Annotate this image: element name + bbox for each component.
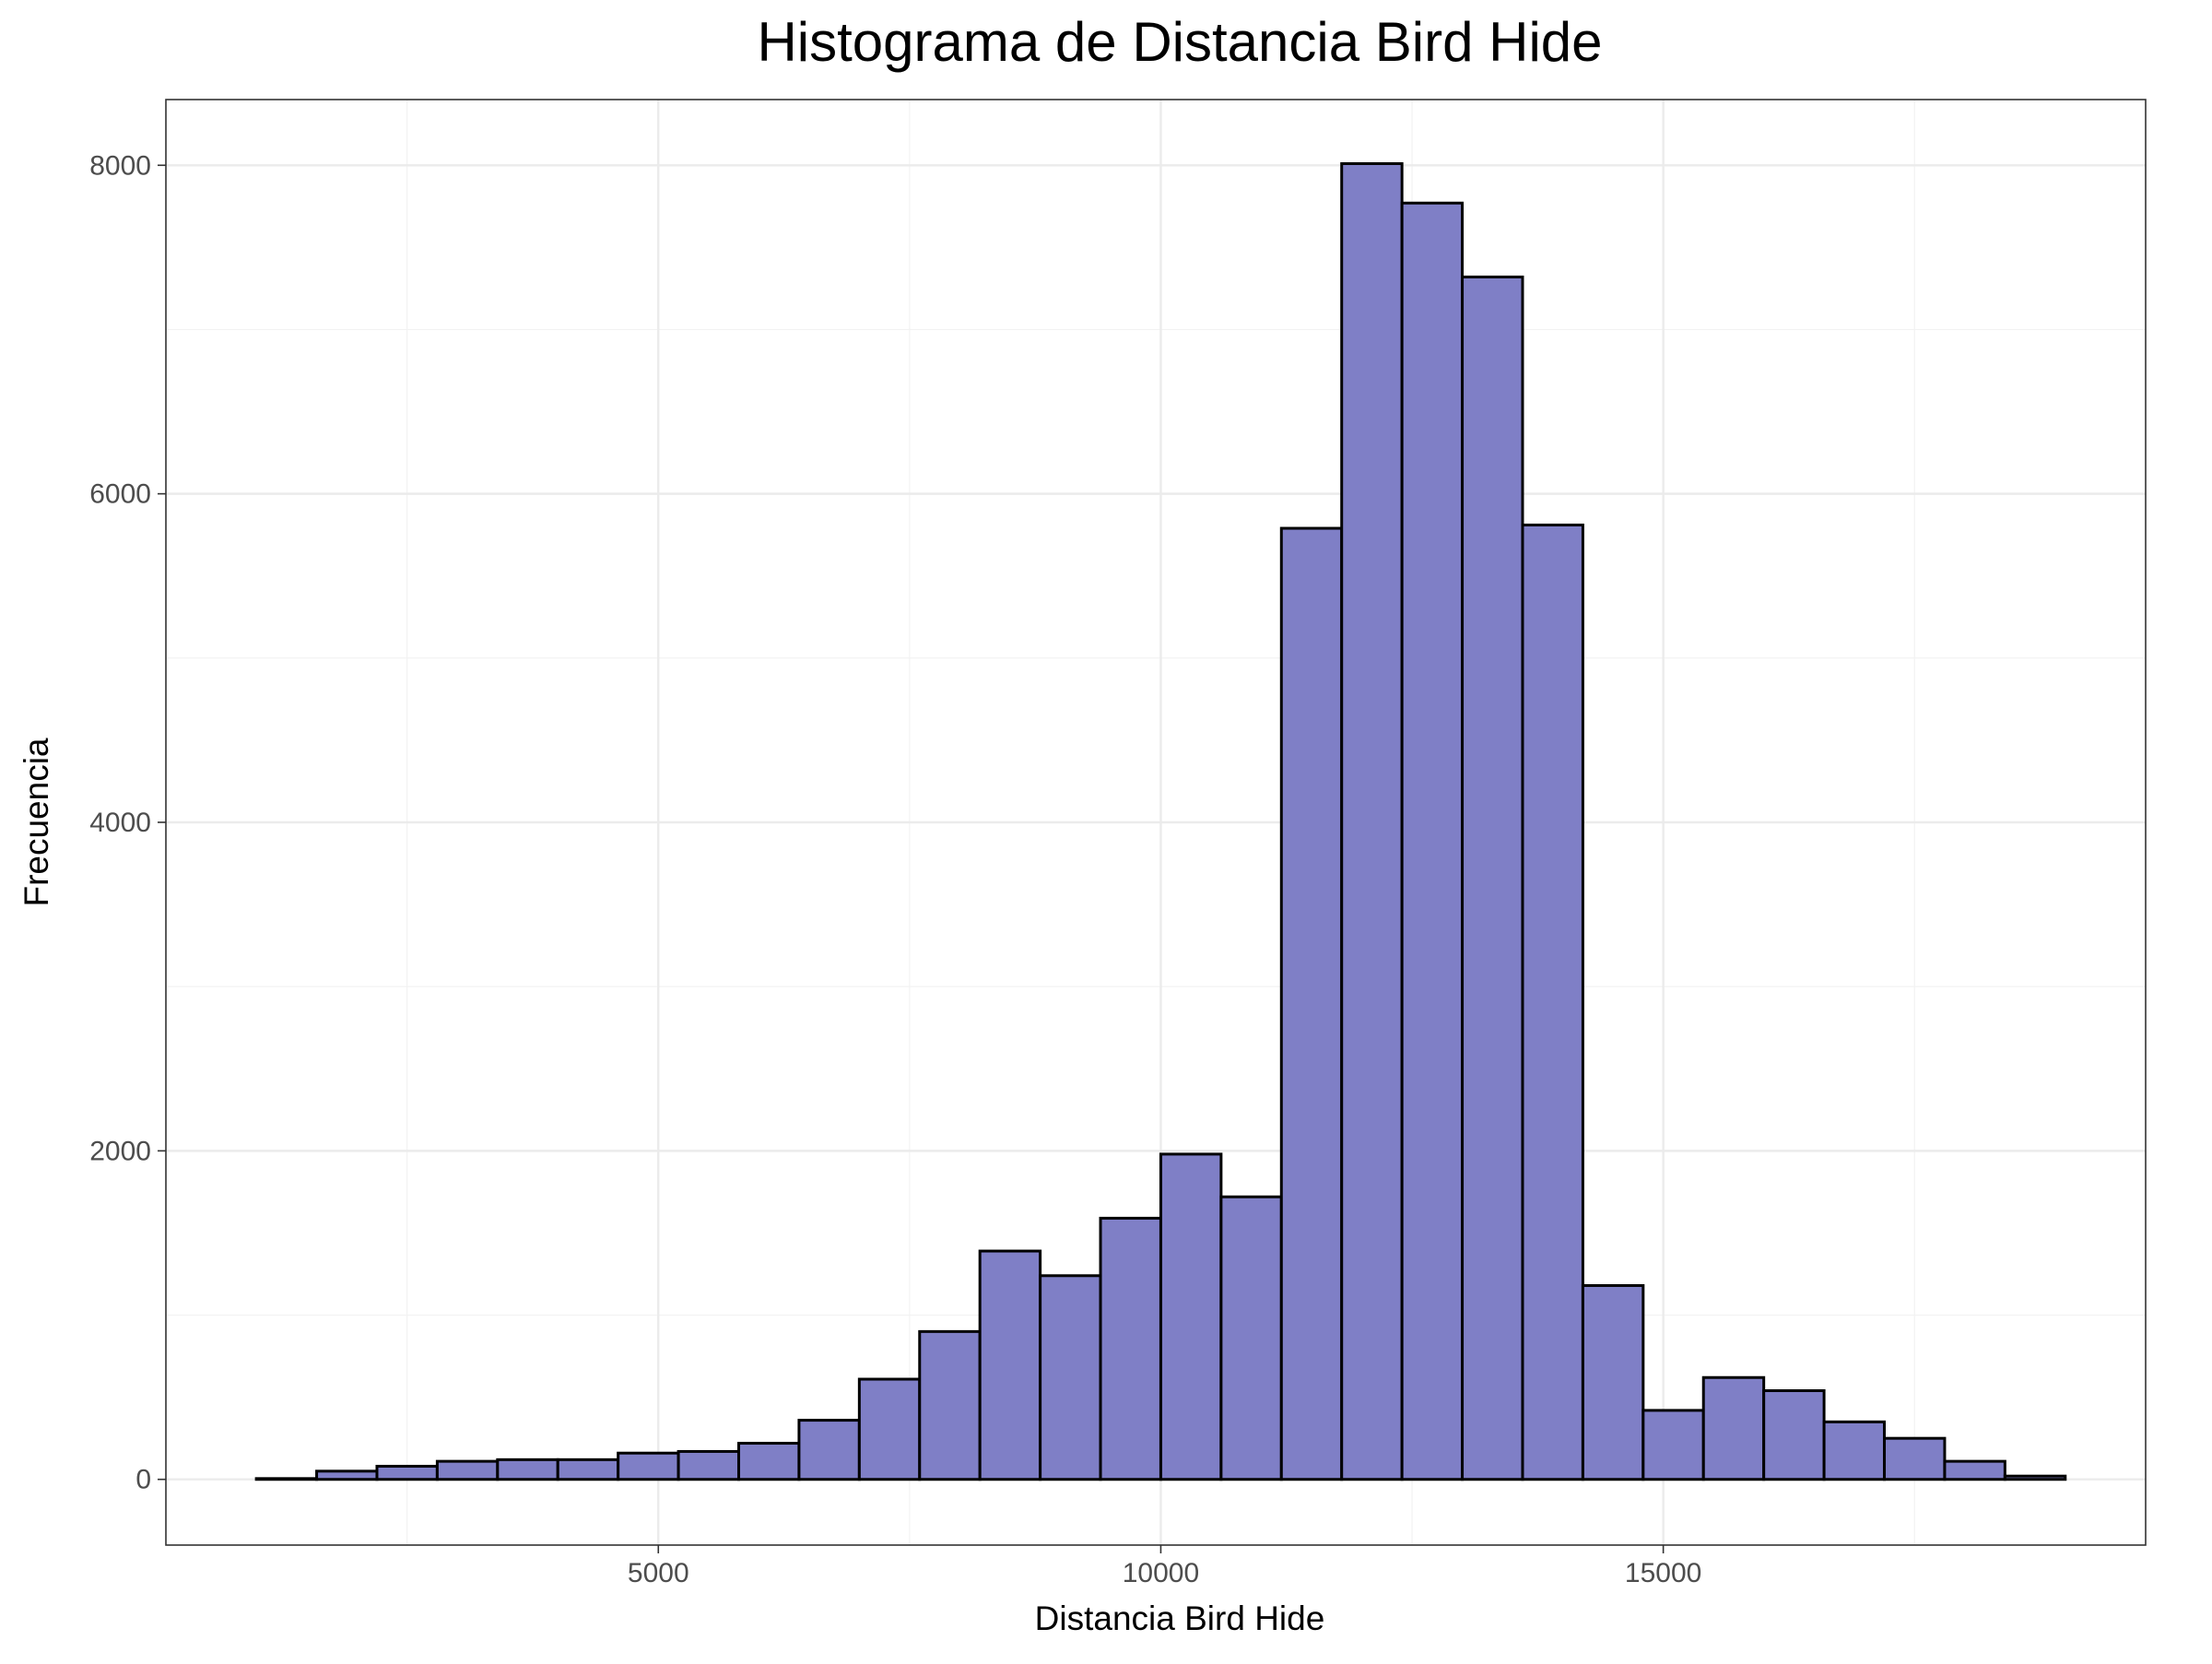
histogram-bar (1461, 275, 1524, 1481)
x-tick-label: 5000 (628, 1558, 689, 1588)
histogram-bar (1943, 1459, 2006, 1481)
histogram-bar (617, 1451, 680, 1481)
bars-layer (254, 161, 2067, 1481)
histogram-bar (1159, 1152, 1223, 1481)
histogram-bar (254, 1477, 319, 1481)
histogram-bar (857, 1377, 922, 1481)
x-tick-label: 10000 (1123, 1558, 1199, 1588)
y-axis-title: Frecuencia (18, 738, 55, 906)
histogram-bar (2003, 1474, 2067, 1481)
histogram-bar (1581, 1283, 1645, 1481)
histogram-bar (556, 1457, 620, 1481)
chart-title: Histograma de Distancia Bird Hide (757, 11, 1602, 73)
histogram-bar (1279, 526, 1344, 1481)
histogram-bar (677, 1449, 741, 1481)
histogram-bar (918, 1329, 982, 1481)
histogram-bar (1039, 1274, 1102, 1481)
histogram-bar (1762, 1389, 1826, 1481)
histogram-bar (496, 1457, 559, 1481)
histogram-bar (1701, 1375, 1766, 1481)
histogram-bar (1099, 1216, 1162, 1481)
y-tick-label: 6000 (89, 479, 151, 510)
histogram-bar (1641, 1409, 1705, 1481)
x-axis-title: Distancia Bird Hide (1035, 1599, 1325, 1637)
histogram-bar (737, 1442, 801, 1481)
y-tick-label: 2000 (89, 1136, 151, 1166)
y-tick-label: 4000 (89, 808, 151, 838)
histogram-bar (375, 1464, 439, 1481)
histogram-bar (1219, 1195, 1283, 1481)
histogram-bar (1883, 1436, 1947, 1481)
histogram-bar (1822, 1420, 1887, 1481)
histogram-bar (435, 1459, 500, 1481)
histogram-bar (797, 1419, 861, 1481)
histogram-bar (1340, 161, 1404, 1481)
axis-layer: 0 2000 4000 6000 8000 5000 10000 15000 (89, 150, 1701, 1588)
histogram-bar (315, 1469, 379, 1481)
histogram-bar (978, 1249, 1042, 1481)
x-tick-label: 15000 (1625, 1558, 1701, 1588)
histogram-bar (1521, 523, 1584, 1481)
y-tick-label: 8000 (89, 150, 151, 181)
histogram-bar (1400, 201, 1465, 1481)
y-tick-label: 0 (135, 1465, 151, 1495)
